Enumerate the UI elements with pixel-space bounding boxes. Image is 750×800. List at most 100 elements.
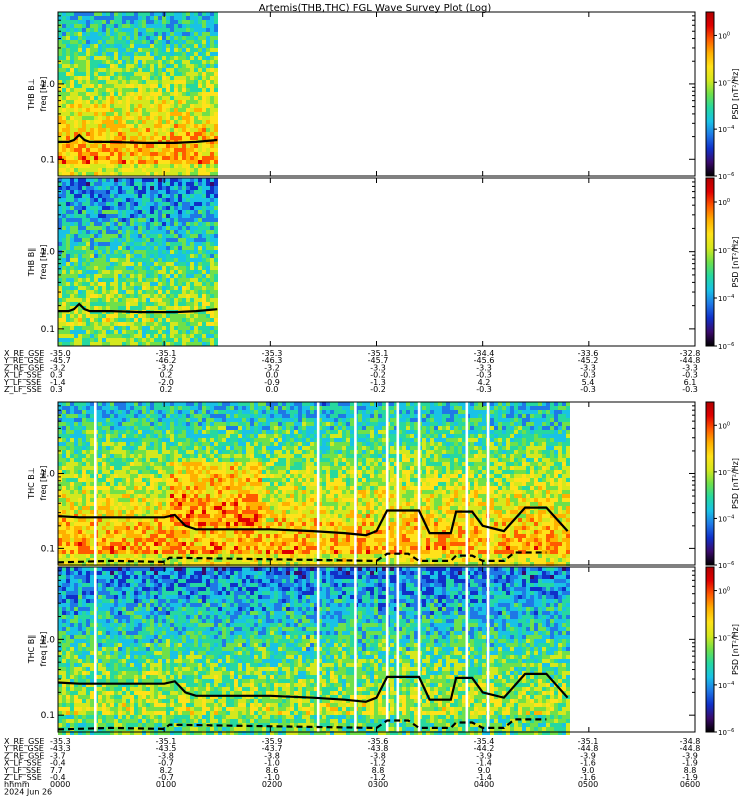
data-gap	[316, 567, 320, 732]
orbit-tables: X_RE_GSE -35.0 -35.1 -35.3 -35.1 -34.4 -33.6 -3…	[3, 349, 700, 796]
orbit-row-label: Z_RE_GSE	[4, 363, 44, 372]
orbit-row-value: -0.4	[50, 759, 66, 768]
colorbar-tick-label: 100	[718, 31, 730, 40]
fce-line	[58, 302, 218, 314]
orbit-row-value: -0.3	[580, 385, 596, 394]
spectrogram-cells	[58, 178, 218, 346]
orbit-row-value: 0.3	[50, 385, 63, 394]
time-tick-label: 0100	[156, 780, 176, 789]
orbit-row-value: -34.8	[680, 737, 701, 746]
colorbar-tick-label: 10−4	[718, 294, 734, 303]
orbit-row-value: -3.3	[370, 363, 386, 372]
orbit-row-value: -3.7	[50, 751, 66, 760]
data-gap	[94, 567, 97, 732]
colorbar-tick-exp: −6	[727, 728, 734, 734]
time-tick-label: 0500	[578, 780, 598, 789]
orbit-row-value: 5.4	[582, 378, 595, 387]
orbit-row-value: -44.2	[474, 744, 495, 753]
time-tick-label: 0200	[262, 780, 282, 789]
colorbar-tick-label: 10−2	[718, 246, 734, 255]
orbit-row-value: 8.6	[266, 766, 279, 775]
data-gap	[396, 567, 400, 732]
colorbar-tick-base: 10	[718, 562, 727, 570]
orbit-row-value: -0.3	[682, 385, 698, 394]
orbit-row-value: -35.1	[156, 737, 177, 746]
time-tick-label: 0300	[368, 780, 388, 789]
spectrogram-cells	[58, 12, 218, 176]
orbit-row-value: -43.5	[156, 744, 177, 753]
colorbar-label: PSD [nT²/Hz]	[731, 69, 740, 120]
colorbar-tick-exp: −4	[727, 125, 734, 131]
orbit-row-value: -45.6	[474, 356, 495, 365]
data-gap	[417, 402, 421, 565]
orbit-row-value: 8.8	[372, 766, 385, 775]
orbit-row-value: -35.9	[262, 737, 283, 746]
orbit-row-value: 7.7	[50, 766, 63, 775]
spectrogram-cells	[58, 567, 570, 735]
colorbar-tick-exp: −6	[727, 172, 734, 178]
orbit-row-value: -35.4	[474, 737, 495, 746]
colorbar-tick-exp: 0	[727, 198, 730, 204]
orbit-row-label: X_RE_GSE	[4, 737, 44, 746]
freq-tick-label: 0.1	[41, 544, 55, 554]
fce-line	[57, 506, 569, 537]
orbit-row-label: Y_LF_SSE	[3, 766, 41, 775]
orbit-row-value: -0.3	[682, 371, 698, 380]
colorbar-tick-base: 10	[718, 469, 727, 477]
orbit-row-value: -35.1	[578, 737, 599, 746]
colorbar-tick-base: 10	[718, 729, 727, 737]
orbit-row-label: Z_LF_SSE	[4, 385, 42, 394]
colorbar-tick-label: 10−6	[718, 342, 734, 351]
orbit-row-value: -3.3	[476, 363, 492, 372]
orbit-row-value: 8.2	[160, 766, 173, 775]
colorbar-tick-base: 10	[718, 32, 727, 40]
colorbar	[705, 11, 715, 177]
colorbar-tick-exp: −2	[727, 468, 734, 474]
orbit-row-value: -46.3	[262, 356, 283, 365]
date-label: 2024 Jun 26	[4, 787, 52, 796]
orbit-row-value: -3.8	[158, 751, 174, 760]
orbit-row-value: -45.7	[368, 356, 389, 365]
time-tick-label: 0000	[50, 780, 70, 789]
orbit-row-value: -3.2	[50, 363, 66, 372]
orbit-row-value: -1.9	[682, 773, 698, 782]
orbit-row-value: -3.9	[580, 751, 596, 760]
orbit-row-value: -3.3	[580, 363, 596, 372]
colorbar-tick-exp: 0	[727, 31, 730, 37]
colorbar-tick-base: 10	[718, 199, 727, 207]
colorbar-tick-label: 10−2	[718, 78, 734, 87]
panel-thb-bperp: THB B⊥ freq [Hz] 1.00.110010−210−410−6PS…	[27, 11, 740, 181]
colorbar-tick-label: 10−4	[718, 681, 734, 690]
colorbar-tick-label: 100	[718, 587, 730, 596]
orbit-row-value: -1.9	[682, 759, 698, 768]
colorbar-tick-base: 10	[718, 635, 727, 643]
colorbar-tick-exp: −2	[727, 634, 734, 640]
orbit-row-value: -0.7	[158, 773, 174, 782]
colorbar	[705, 566, 715, 733]
orbit-row-value: -0.4	[50, 773, 66, 782]
colorbar-tick-exp: 0	[727, 587, 730, 593]
orbit-row-value: -1.6	[580, 759, 596, 768]
panel-thc-bperp: THC B⊥ freq [Hz] 1.00.110010−210−410−6PS…	[27, 401, 740, 570]
orbit-row-value: 0.2	[160, 385, 173, 394]
orbit-row-value: -1.6	[580, 773, 596, 782]
panel-component-label: THC B∥	[27, 635, 36, 665]
panel-component-label: THC B⊥	[27, 467, 36, 500]
orbit-row-value: 0.3	[50, 371, 63, 380]
freq-tick-label: 1.0	[41, 248, 56, 258]
colorbar-tick-base: 10	[718, 247, 727, 255]
colorbar-tick-base: 10	[718, 126, 727, 134]
freq-tick-label: 0.1	[41, 155, 55, 165]
orbit-row-value: -1.2	[370, 773, 386, 782]
orbit-row-value: -3.8	[370, 751, 386, 760]
colorbar-tick-exp: 0	[727, 421, 730, 427]
orbit-row-value: 0.0	[266, 371, 279, 380]
orbit-row-value: -1.0	[264, 773, 280, 782]
orbit-row-label: Y_RE_GSE	[3, 744, 44, 753]
data-gap	[94, 402, 97, 565]
orbit-row-label: Y_LF_SSE	[3, 378, 41, 387]
orbit-row-value: -1.4	[476, 759, 492, 768]
panel-ylabel-unit: freq [Hz]	[39, 466, 48, 501]
orbit-row-value: 9.0	[582, 766, 595, 775]
